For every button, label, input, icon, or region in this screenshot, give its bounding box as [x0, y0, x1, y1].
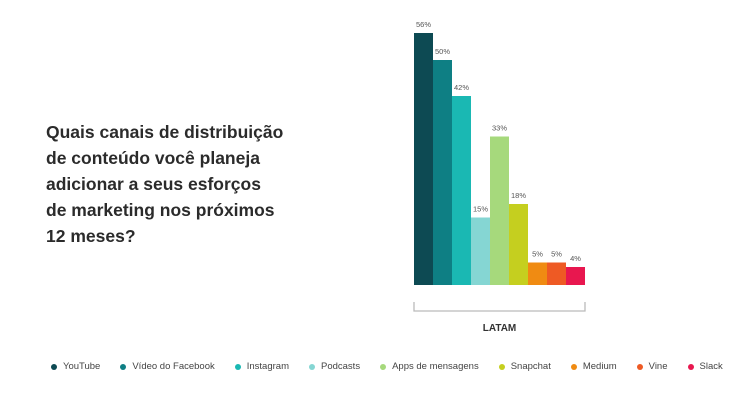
legend-label: Podcasts — [321, 361, 361, 372]
bar-value-label: 15% — [473, 205, 488, 214]
bar-vine — [547, 262, 566, 285]
legend-swatch — [309, 363, 315, 370]
bar-value-label: 5% — [551, 250, 562, 259]
question-line: de marketing nos próximos — [46, 200, 275, 220]
bar-value-label: 56% — [416, 20, 431, 29]
chart-question: Quais canais de distribuição de conteúdo… — [46, 119, 346, 249]
bar-value-label: 33% — [492, 124, 507, 133]
bar-apps-de-mensagens — [490, 136, 509, 285]
bar-medium — [528, 262, 547, 285]
bar-snapchat — [509, 204, 528, 285]
question-line: de conteúdo você planeja — [46, 148, 260, 168]
legend-swatch — [687, 363, 694, 370]
legend-item: Vine — [636, 361, 668, 372]
legend-item: YouTube — [51, 361, 100, 372]
legend-item: Podcasts — [309, 361, 360, 372]
legend-item: Vídeo do Facebook — [120, 361, 215, 372]
legend-label: Snapchat — [510, 361, 551, 372]
legend-item: Apps de mensagens — [380, 361, 479, 372]
group-label: LATAM — [483, 323, 517, 334]
legend-swatch — [51, 363, 57, 370]
legend-swatch — [120, 363, 127, 370]
question-line: 12 meses? — [46, 226, 136, 246]
bar-value-label: 5% — [532, 250, 543, 259]
question-line: adicionar a seus esforços — [46, 174, 261, 194]
bar-vídeo-do-facebook — [433, 60, 452, 285]
bar-value-label: 18% — [511, 191, 526, 200]
legend-swatch — [636, 363, 643, 370]
bar-value-label: 4% — [570, 254, 581, 263]
legend-swatch — [234, 363, 241, 370]
legend-item: Snapchat — [498, 361, 551, 372]
legend-label: Instagram — [246, 361, 289, 372]
group-bracket — [413, 302, 586, 312]
bar-value-label: 50% — [435, 47, 450, 56]
legend-label: Slack — [699, 361, 723, 372]
bar-slack — [566, 267, 585, 285]
legend-item: Slack — [687, 361, 723, 372]
legend-label: Medium — [582, 361, 617, 372]
legend-item: Medium — [570, 361, 617, 372]
legend-label: Apps de mensagens — [392, 361, 479, 372]
bar-podcasts — [471, 217, 490, 285]
legend-swatch — [498, 363, 505, 370]
legend-swatch — [570, 363, 577, 370]
legend-label: YouTube — [63, 361, 101, 372]
question-line: Quais canais de distribuição — [46, 122, 284, 142]
legend-item: Instagram — [234, 361, 289, 372]
bar-youtube — [414, 33, 433, 285]
legend-label: Vídeo do Facebook — [132, 361, 215, 372]
bar-instagram — [452, 96, 471, 285]
bar-value-label: 42% — [454, 83, 469, 92]
chart-legend: YouTube Vídeo do Facebook Instagram Podcast… — [51, 361, 723, 372]
legend-label: Vine — [648, 361, 668, 372]
legend-swatch — [380, 363, 387, 370]
